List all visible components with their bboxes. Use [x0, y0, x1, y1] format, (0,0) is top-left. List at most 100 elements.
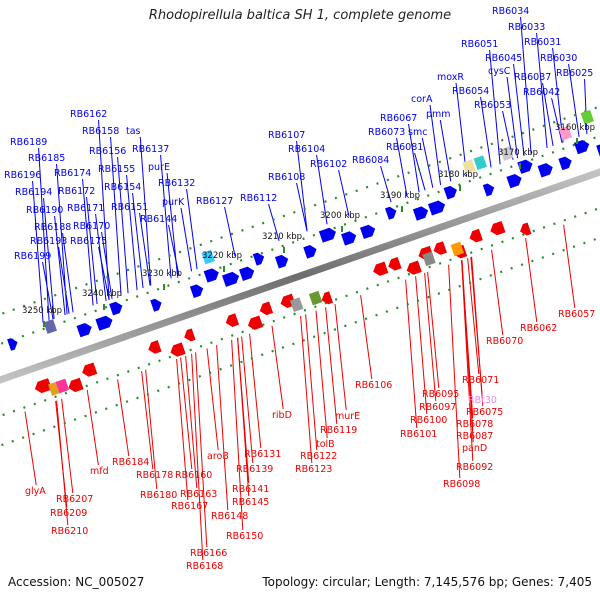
forward-gene-arrow [274, 254, 289, 269]
bottom-leader-line [491, 249, 504, 336]
top-gene-label: corA [411, 94, 433, 105]
forward-gene-arrow [239, 266, 255, 281]
top-leader-line [380, 165, 392, 203]
bottom-leader-line [56, 400, 69, 526]
top-leader-line [160, 154, 172, 279]
forward-gene-arrow [150, 298, 162, 312]
forward-gene-arrow [318, 227, 336, 243]
reverse-gene-arrow [68, 377, 84, 393]
forward-gene-arrow [443, 185, 457, 200]
top-leader-line [455, 82, 468, 176]
reverse-gene-arrow [184, 328, 196, 342]
top-leader-line [552, 47, 564, 143]
top-gene-label: RB6162 [70, 109, 107, 120]
top-leader-line [132, 192, 144, 289]
bottom-leader-line [191, 353, 204, 561]
bottom-leader-line [61, 398, 74, 494]
feature-block [55, 378, 70, 394]
bottom-gene-label: RB6119 [320, 425, 357, 436]
bottom-gene-label: RB6210 [51, 526, 88, 537]
top-gene-label: RB6151 [111, 202, 148, 213]
bottom-leader-line [231, 339, 244, 531]
forward-gene-arrow [359, 224, 376, 240]
tick-label: 3190 kbp [380, 191, 420, 201]
bottom-leader-line [461, 260, 474, 462]
bottom-leader-line [427, 271, 440, 389]
top-leader-line [186, 188, 198, 270]
reverse-gene-arrow [388, 256, 402, 271]
bottom-leader-line [271, 325, 284, 410]
top-gene-label: RB6081 [386, 142, 423, 153]
top-leader-line [82, 178, 94, 306]
label-leader-lines [24, 16, 588, 561]
bottom-gene-label: RB6062 [520, 323, 557, 334]
top-gene-label: RB6189 [10, 137, 47, 148]
bottom-gene-label: RB6071 [462, 375, 499, 386]
top-leader-line [480, 96, 492, 168]
top-gene-label: RB6174 [54, 168, 91, 179]
bottom-leader-line [300, 315, 313, 464]
top-leader-line [62, 232, 74, 313]
top-gene-label: RB6045 [485, 53, 522, 64]
reverse-gene-arrow [321, 291, 334, 305]
tick-label: 3160 kbp [555, 123, 595, 133]
feature-tracks [0, 105, 600, 447]
top-gene-label: RB6185 [28, 153, 65, 164]
feature-block [290, 297, 304, 312]
bottom-gene-label: RB6100 [410, 415, 447, 426]
top-leader-line [224, 206, 236, 257]
bottom-leader-line [249, 333, 262, 449]
top-leader-line [168, 224, 180, 276]
reverse-gene-arrow [170, 342, 186, 357]
bottom-leader-line [117, 379, 130, 457]
forward-gene-arrow [341, 231, 357, 246]
bottom-gene-label: RB6166 [190, 548, 227, 559]
bottom-leader-line [180, 357, 193, 470]
bottom-gene-label: RB6123 [295, 464, 332, 475]
top-leader-line [110, 136, 122, 296]
bottom-leader-line [241, 336, 254, 464]
top-leader-line [414, 152, 426, 191]
bottom-leader-line [216, 345, 229, 511]
bottom-leader-line [325, 307, 338, 425]
feature-block [500, 146, 514, 161]
bottom-leader-line [176, 358, 189, 501]
top-leader-line [421, 137, 434, 188]
bottom-gene-label: RB6057 [558, 309, 595, 320]
top-leader-line [296, 140, 308, 232]
top-leader-line [180, 207, 193, 272]
bottom-gene-label: RB6141 [232, 484, 269, 495]
forward-gene-arrow [76, 323, 92, 338]
top-gene-label: RB6170 [73, 221, 110, 232]
feature-block [422, 251, 436, 267]
top-leader-line [139, 212, 151, 286]
top-leader-line [117, 156, 129, 294]
top-gene-label: RB6190 [26, 205, 63, 216]
top-gene-label: RB6051 [461, 39, 498, 50]
bottom-gene-label: RB6150 [226, 531, 263, 542]
top-gene-label: purE [148, 162, 170, 173]
top-leader-line [489, 49, 501, 165]
reverse-gene-arrow [225, 313, 240, 327]
forward-gene-arrow [517, 159, 533, 174]
bottom-leader-line [471, 256, 484, 407]
top-leader-line [38, 147, 50, 321]
bottom-gene-label: panD [462, 443, 487, 454]
reverse-gene-arrow [34, 378, 52, 394]
feature-block [308, 290, 323, 306]
bottom-gene-label: RB6184 [112, 457, 149, 468]
bottom-leader-line [24, 411, 37, 486]
reverse-gene-arrow [373, 261, 389, 276]
bottom-leader-line [315, 310, 328, 439]
top-gene-label: RB6172 [58, 186, 95, 197]
bottom-gene-label: RB6095 [422, 389, 459, 400]
forward-gene-arrow [252, 252, 265, 266]
top-leader-line [296, 182, 308, 232]
genome-summary-text: Topology: circular; Length: 7,145,576 bp… [262, 575, 592, 589]
bottom-leader-line [86, 389, 99, 466]
top-gene-label: RB6084 [352, 155, 389, 166]
top-gene-label: RB6107 [268, 130, 305, 141]
bottom-gene-label: glyA [25, 486, 46, 497]
bottom-gene-label: RB6075 [466, 407, 503, 418]
